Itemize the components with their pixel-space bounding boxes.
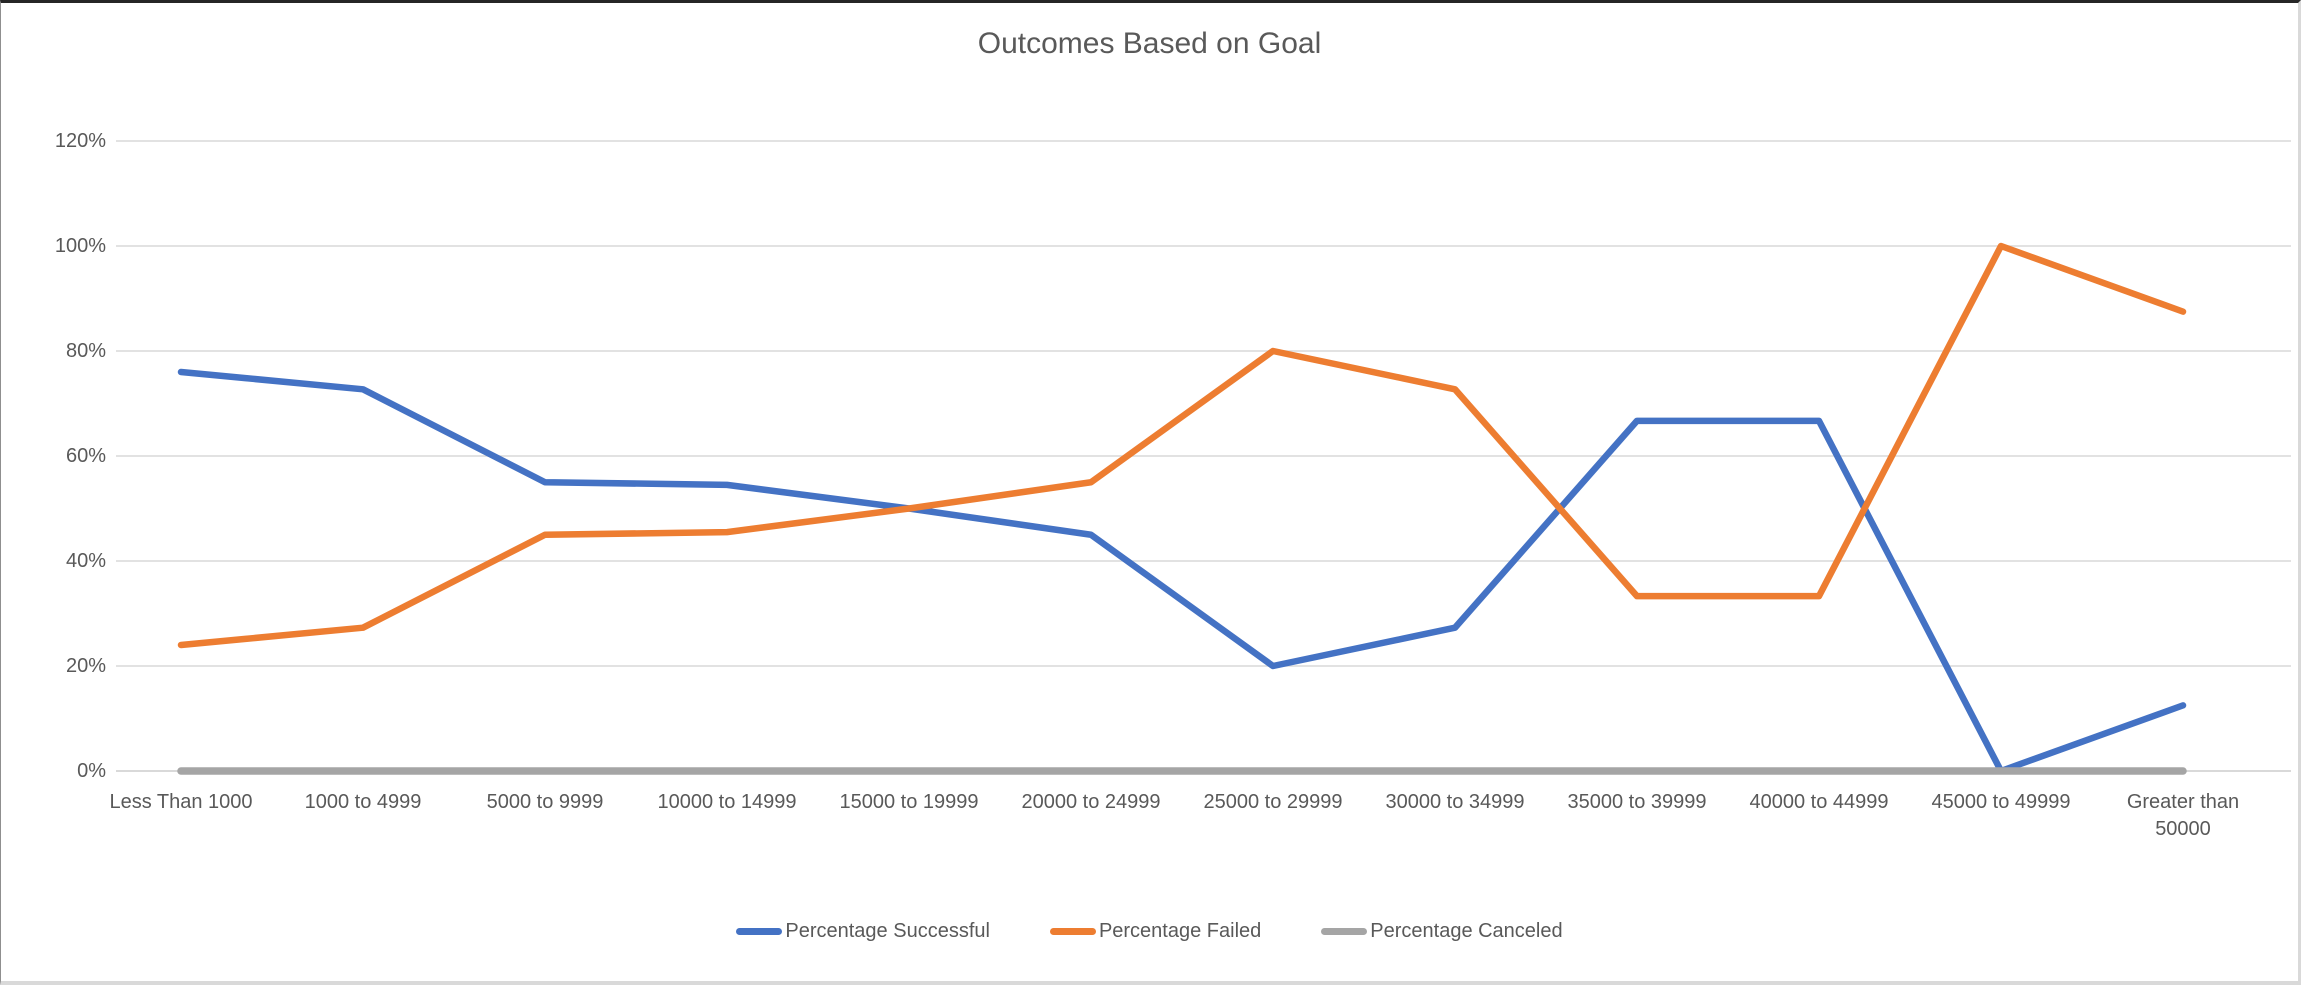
series-line-percentage-failed xyxy=(181,246,2183,645)
x-category-label: Greater than 50000 xyxy=(2101,789,2265,843)
y-tick-label-60%: 60% xyxy=(11,443,106,469)
legend-item-percentage-failed: Percentage Failed xyxy=(1050,920,1261,943)
x-category-label: 35000 to 39999 xyxy=(1555,789,1719,816)
series-line-percentage-successful xyxy=(181,372,2183,771)
legend-item-percentage-successful: Percentage Successful xyxy=(736,920,990,943)
x-category-label: 10000 to 14999 xyxy=(645,789,809,816)
legend-marker-icon xyxy=(1050,928,1096,935)
x-category-label: 45000 to 49999 xyxy=(1919,789,2083,816)
x-category-label: 1000 to 4999 xyxy=(281,789,445,816)
x-category-label: 30000 to 34999 xyxy=(1373,789,1537,816)
y-tick-label-0%: 0% xyxy=(11,758,106,784)
legend: Percentage Successful Percentage Failed Pe… xyxy=(1,920,2298,943)
legend-marker-icon xyxy=(1321,928,1367,935)
x-category-label: Less Than 1000 xyxy=(99,789,263,816)
x-category-label: 20000 to 24999 xyxy=(1009,789,1173,816)
y-tick-label-80%: 80% xyxy=(11,338,106,364)
x-category-label: 5000 to 9999 xyxy=(463,789,627,816)
legend-label: Percentage Canceled xyxy=(1370,920,1562,943)
y-tick-label-40%: 40% xyxy=(11,548,106,574)
legend-label: Percentage Failed xyxy=(1099,920,1261,943)
x-category-label: 40000 to 44999 xyxy=(1737,789,1901,816)
legend-marker-icon xyxy=(736,928,782,935)
y-tick-label-100%: 100% xyxy=(11,233,106,259)
legend-label: Percentage Successful xyxy=(785,920,990,943)
series-lines xyxy=(181,246,2183,771)
legend-item-percentage-canceled: Percentage Canceled xyxy=(1321,920,1562,943)
gridlines xyxy=(116,141,2291,771)
y-tick-label-20%: 20% xyxy=(11,653,106,679)
plot-area xyxy=(1,3,2301,988)
y-tick-label-120%: 120% xyxy=(11,128,106,154)
x-category-label: 15000 to 19999 xyxy=(827,789,991,816)
x-category-label: 25000 to 29999 xyxy=(1191,789,1355,816)
